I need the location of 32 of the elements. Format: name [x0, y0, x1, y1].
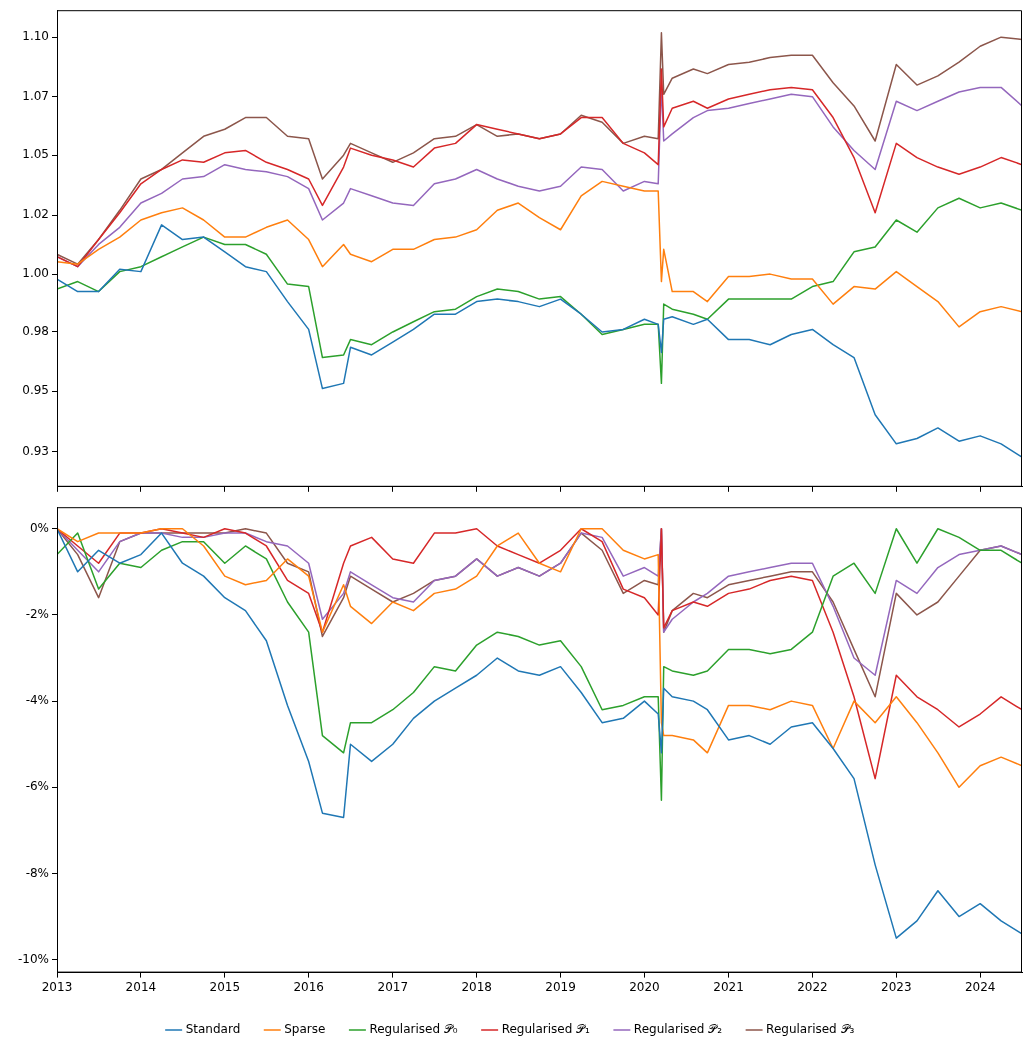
x-tick-label: 2021 — [713, 979, 744, 994]
x-tick-label: 2024 — [964, 979, 996, 994]
y-tick-label: 0.93 — [22, 443, 49, 458]
x-tick-label: 2023 — [881, 979, 912, 994]
y-tick-label: 1.07 — [22, 88, 49, 103]
y-tick-label: 0.98 — [22, 324, 49, 339]
y-tick-label: -2% — [25, 607, 49, 622]
x-tick-label: 2013 — [41, 979, 73, 994]
legend-label: Regularised 𝒫₀ — [369, 1022, 458, 1037]
y-tick-label: -6% — [25, 779, 49, 794]
y-tick-label: -4% — [25, 693, 49, 708]
x-tick-label: 2015 — [209, 979, 241, 994]
y-tick-label: 1.02 — [22, 207, 49, 222]
x-tick-label: 2017 — [377, 979, 409, 994]
x-tick-label: 2014 — [125, 979, 157, 994]
legend-label: Standard — [185, 1022, 241, 1037]
legend-label: Regularised 𝒫₃ — [766, 1022, 855, 1037]
y-tick-label: 1.00 — [22, 266, 49, 281]
y-tick-label: -10% — [17, 951, 49, 966]
y-tick-label: 0.95 — [22, 383, 49, 398]
y-tick-label: 0% — [29, 520, 49, 535]
y-tick-label: -8% — [25, 865, 49, 880]
x-tick-label: 2018 — [461, 979, 492, 994]
legend-label: Regularised 𝒫₁ — [501, 1022, 591, 1037]
x-tick-label: 2020 — [629, 979, 660, 994]
x-tick-label: 2022 — [797, 979, 828, 994]
y-tick-label: 1.05 — [22, 147, 49, 162]
legend-label: Sparse — [284, 1022, 326, 1037]
legend-label: Regularised 𝒫₂ — [633, 1022, 723, 1037]
x-tick-label: 2016 — [293, 979, 324, 994]
x-tick-label: 2019 — [545, 979, 576, 994]
y-tick-label: 1.10 — [22, 29, 49, 44]
